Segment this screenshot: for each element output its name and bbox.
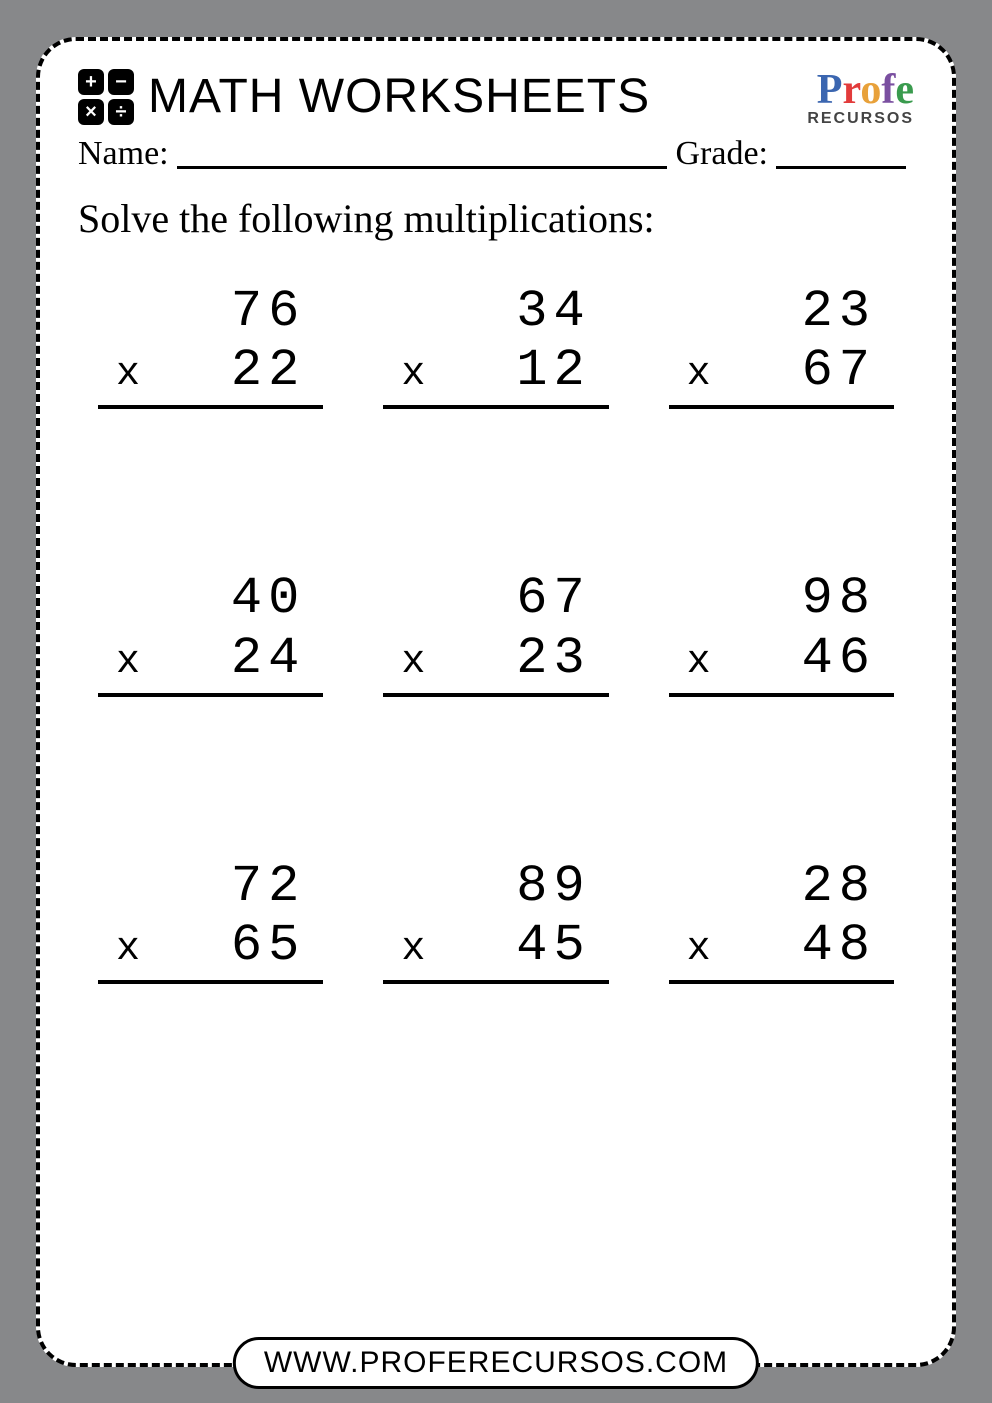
multiplicand: 23 xyxy=(669,282,894,342)
multiplier-row: x 12 xyxy=(383,341,608,409)
problem-7: 72 x 65 xyxy=(98,857,323,985)
multiplier: 46 xyxy=(802,629,876,689)
multiplier-row: x 48 xyxy=(669,916,894,984)
multiplier-row: x 67 xyxy=(669,341,894,409)
times-symbol: x xyxy=(116,640,140,686)
multiplier-row: x 22 xyxy=(98,341,323,409)
multiplier-row: x 65 xyxy=(98,916,323,984)
minus-icon: − xyxy=(108,69,134,95)
multiplier-row: x 46 xyxy=(669,629,894,697)
multiplicand: 40 xyxy=(98,569,323,629)
problem-6: 98 x 46 xyxy=(669,569,894,697)
times-icon: × xyxy=(78,99,104,125)
footer-url: WWW.PROFERECURSOS.COM xyxy=(233,1337,759,1389)
multiplier: 67 xyxy=(802,341,876,401)
worksheet-title: MATH WORKSHEETS xyxy=(148,69,650,124)
times-symbol: x xyxy=(116,352,140,398)
multiplicand: 76 xyxy=(98,282,323,342)
problem-1: 76 x 22 xyxy=(98,282,323,410)
times-symbol: x xyxy=(687,640,711,686)
grade-label: Grade: xyxy=(675,135,768,173)
multiplier: 12 xyxy=(516,341,590,401)
name-label: Name: xyxy=(78,135,169,173)
times-symbol: x xyxy=(401,352,425,398)
multiplier: 24 xyxy=(231,629,305,689)
header: + − × ÷ MATH WORKSHEETS Profe RECURSOS xyxy=(78,69,914,127)
problem-5: 67 x 23 xyxy=(383,569,608,697)
multiplicand: 98 xyxy=(669,569,894,629)
instruction-text: Solve the following multiplications: xyxy=(78,195,914,242)
logo-top: Profe xyxy=(807,69,914,111)
multiplier: 45 xyxy=(516,916,590,976)
times-symbol: x xyxy=(401,927,425,973)
problem-3: 23 x 67 xyxy=(669,282,894,410)
brand-logo: Profe RECURSOS xyxy=(807,69,914,127)
problem-8: 89 x 45 xyxy=(383,857,608,985)
multiplicand: 89 xyxy=(383,857,608,917)
problem-2: 34 x 12 xyxy=(383,282,608,410)
header-left: + − × ÷ MATH WORKSHEETS xyxy=(78,69,650,125)
worksheet-page: + − × ÷ MATH WORKSHEETS Profe RECURSOS N… xyxy=(36,37,956,1367)
math-operations-icon: + − × ÷ xyxy=(78,69,134,125)
multiplicand: 72 xyxy=(98,857,323,917)
problem-4: 40 x 24 xyxy=(98,569,323,697)
multiplicand: 28 xyxy=(669,857,894,917)
multiplier: 22 xyxy=(231,341,305,401)
grade-blank[interactable] xyxy=(776,135,906,169)
times-symbol: x xyxy=(116,927,140,973)
times-symbol: x xyxy=(687,352,711,398)
multiplier: 48 xyxy=(802,916,876,976)
multiplicand: 34 xyxy=(383,282,608,342)
multiplier-row: x 23 xyxy=(383,629,608,697)
times-symbol: x xyxy=(401,640,425,686)
name-blank[interactable] xyxy=(177,135,668,169)
problems-grid: 76 x 22 34 x 12 23 x 67 40 x 24 xyxy=(78,282,914,985)
multiplier: 65 xyxy=(231,916,305,976)
multiplier-row: x 24 xyxy=(98,629,323,697)
logo-bottom: RECURSOS xyxy=(807,111,914,127)
divide-icon: ÷ xyxy=(108,99,134,125)
plus-icon: + xyxy=(78,69,104,95)
multiplier: 23 xyxy=(516,629,590,689)
multiplier-row: x 45 xyxy=(383,916,608,984)
multiplicand: 67 xyxy=(383,569,608,629)
student-fields: Name: Grade: xyxy=(78,135,914,173)
times-symbol: x xyxy=(687,927,711,973)
problem-9: 28 x 48 xyxy=(669,857,894,985)
